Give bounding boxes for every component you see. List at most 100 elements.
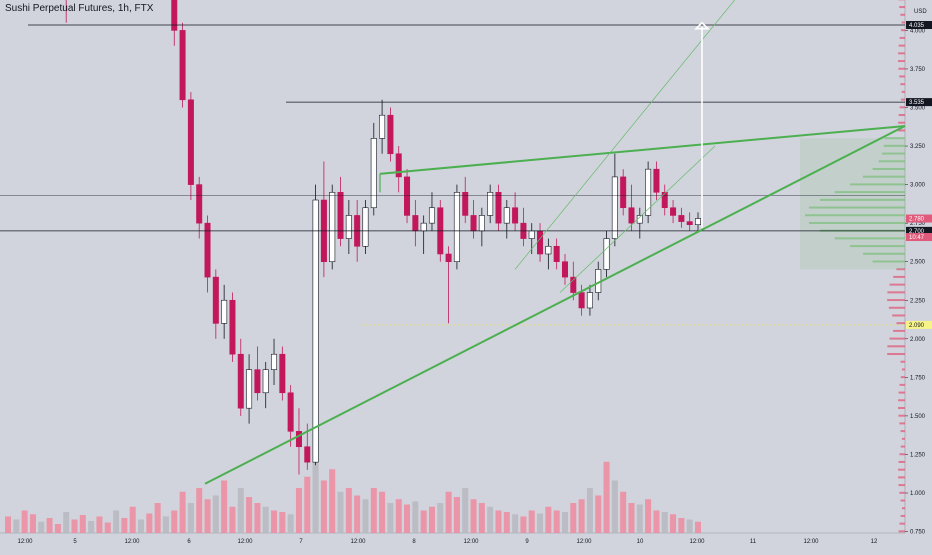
- volume-profile-bar: [887, 299, 905, 301]
- volume-bar: [379, 492, 385, 533]
- candle-body: [612, 177, 617, 239]
- volume-bar: [72, 520, 78, 534]
- volume-bar: [130, 507, 136, 533]
- volume-bar: [512, 514, 518, 533]
- candle-body: [363, 208, 368, 247]
- volume-bar: [55, 524, 61, 533]
- candle-body: [679, 215, 684, 221]
- volume-bar: [205, 499, 211, 533]
- volume-bar: [695, 522, 701, 533]
- candle-body: [230, 300, 235, 354]
- volume-bar: [404, 505, 410, 534]
- price-badge-label: 2.780: [909, 217, 925, 223]
- y-tick-label: 1.000: [910, 491, 926, 497]
- candle-body: [479, 215, 484, 230]
- candle-body: [429, 208, 434, 223]
- candle-body: [421, 223, 426, 231]
- volume-profile-bar: [901, 29, 905, 31]
- candle-body: [537, 231, 542, 254]
- candle-body: [255, 370, 260, 393]
- candle-body: [579, 293, 584, 308]
- volume-profile-bar: [896, 322, 905, 324]
- candle-body: [463, 192, 468, 215]
- x-tick-label: 12:00: [17, 539, 33, 545]
- price-badge-label: 2.090: [909, 323, 925, 329]
- volume-profile-bar: [901, 430, 905, 432]
- volume-profile-bar: [902, 91, 905, 93]
- candle-body: [330, 192, 335, 261]
- volume-profile-bar: [893, 276, 905, 278]
- volume-bar: [47, 518, 53, 533]
- volume-profile-bar: [899, 75, 905, 77]
- volume-profile-bar: [901, 376, 905, 378]
- volume-profile-bar: [899, 114, 905, 116]
- volume-bar: [545, 507, 551, 533]
- candle-body: [271, 354, 276, 369]
- volume-bar: [570, 503, 576, 533]
- candle-body: [396, 154, 401, 177]
- candle-body: [529, 231, 534, 239]
- candle-body: [172, 0, 177, 30]
- volume-bar: [271, 511, 277, 534]
- volume-bar: [304, 477, 310, 533]
- candle-body: [504, 208, 509, 223]
- volume-profile-bar: [899, 392, 905, 394]
- volume-bar: [479, 503, 485, 533]
- candle-body: [587, 293, 592, 308]
- x-tick-label: 12:00: [689, 539, 705, 545]
- volume-bar: [387, 503, 393, 533]
- volume-bar: [13, 520, 19, 534]
- candle-body: [197, 185, 202, 224]
- volume-bar: [495, 511, 501, 534]
- volume-bar: [371, 488, 377, 533]
- candle-body: [238, 354, 243, 408]
- volume-profile-bar: [889, 307, 905, 309]
- volume-bar: [121, 518, 127, 533]
- y-tick-label: 2.000: [910, 337, 926, 343]
- x-tick-label: 12:00: [576, 539, 592, 545]
- candle-body: [263, 370, 268, 393]
- y-tick-label: 4.000: [910, 28, 926, 34]
- candle-body: [604, 239, 609, 270]
- volume-bar: [537, 514, 543, 534]
- x-tick-label: 7: [299, 539, 303, 545]
- volume-bar: [562, 512, 568, 533]
- volume-bar: [362, 499, 368, 533]
- candle-body: [305, 447, 310, 462]
- candle-body: [180, 30, 185, 99]
- volume-bar: [229, 507, 235, 533]
- volume-bar: [529, 511, 535, 534]
- candle-body: [288, 393, 293, 432]
- candle-body: [629, 208, 634, 223]
- volume-profile-bar: [898, 399, 905, 401]
- y-tick-label: 3.000: [910, 183, 926, 189]
- volume-bar: [188, 503, 194, 533]
- volume-bar: [113, 511, 119, 534]
- candle-body: [379, 115, 384, 138]
- volume-profile-bar: [899, 6, 905, 8]
- volume-profile-bar: [899, 492, 905, 494]
- candle-body: [413, 215, 418, 230]
- x-tick-label: 6: [187, 539, 191, 545]
- candle-body: [487, 192, 492, 215]
- candle-body: [645, 169, 650, 215]
- volume-profile-bar: [900, 384, 905, 386]
- volume-bar: [554, 511, 560, 534]
- volume-bar: [645, 499, 651, 533]
- volume-profile-bar: [899, 45, 905, 47]
- volume-profile-bar: [898, 122, 905, 124]
- candle-body: [213, 277, 218, 323]
- candle-body: [670, 208, 675, 216]
- volume-bar: [579, 499, 585, 533]
- candle-body: [404, 177, 409, 216]
- volume-profile-bar: [898, 476, 905, 478]
- volume-bar: [5, 517, 11, 534]
- volume-bar: [429, 507, 435, 533]
- volume-bar: [637, 505, 643, 534]
- volume-bar: [313, 458, 319, 533]
- volume-profile-bar: [889, 338, 905, 340]
- volume-profile-bar: [898, 68, 905, 70]
- volume-bar: [213, 496, 219, 534]
- x-tick-label: 12:00: [237, 539, 253, 545]
